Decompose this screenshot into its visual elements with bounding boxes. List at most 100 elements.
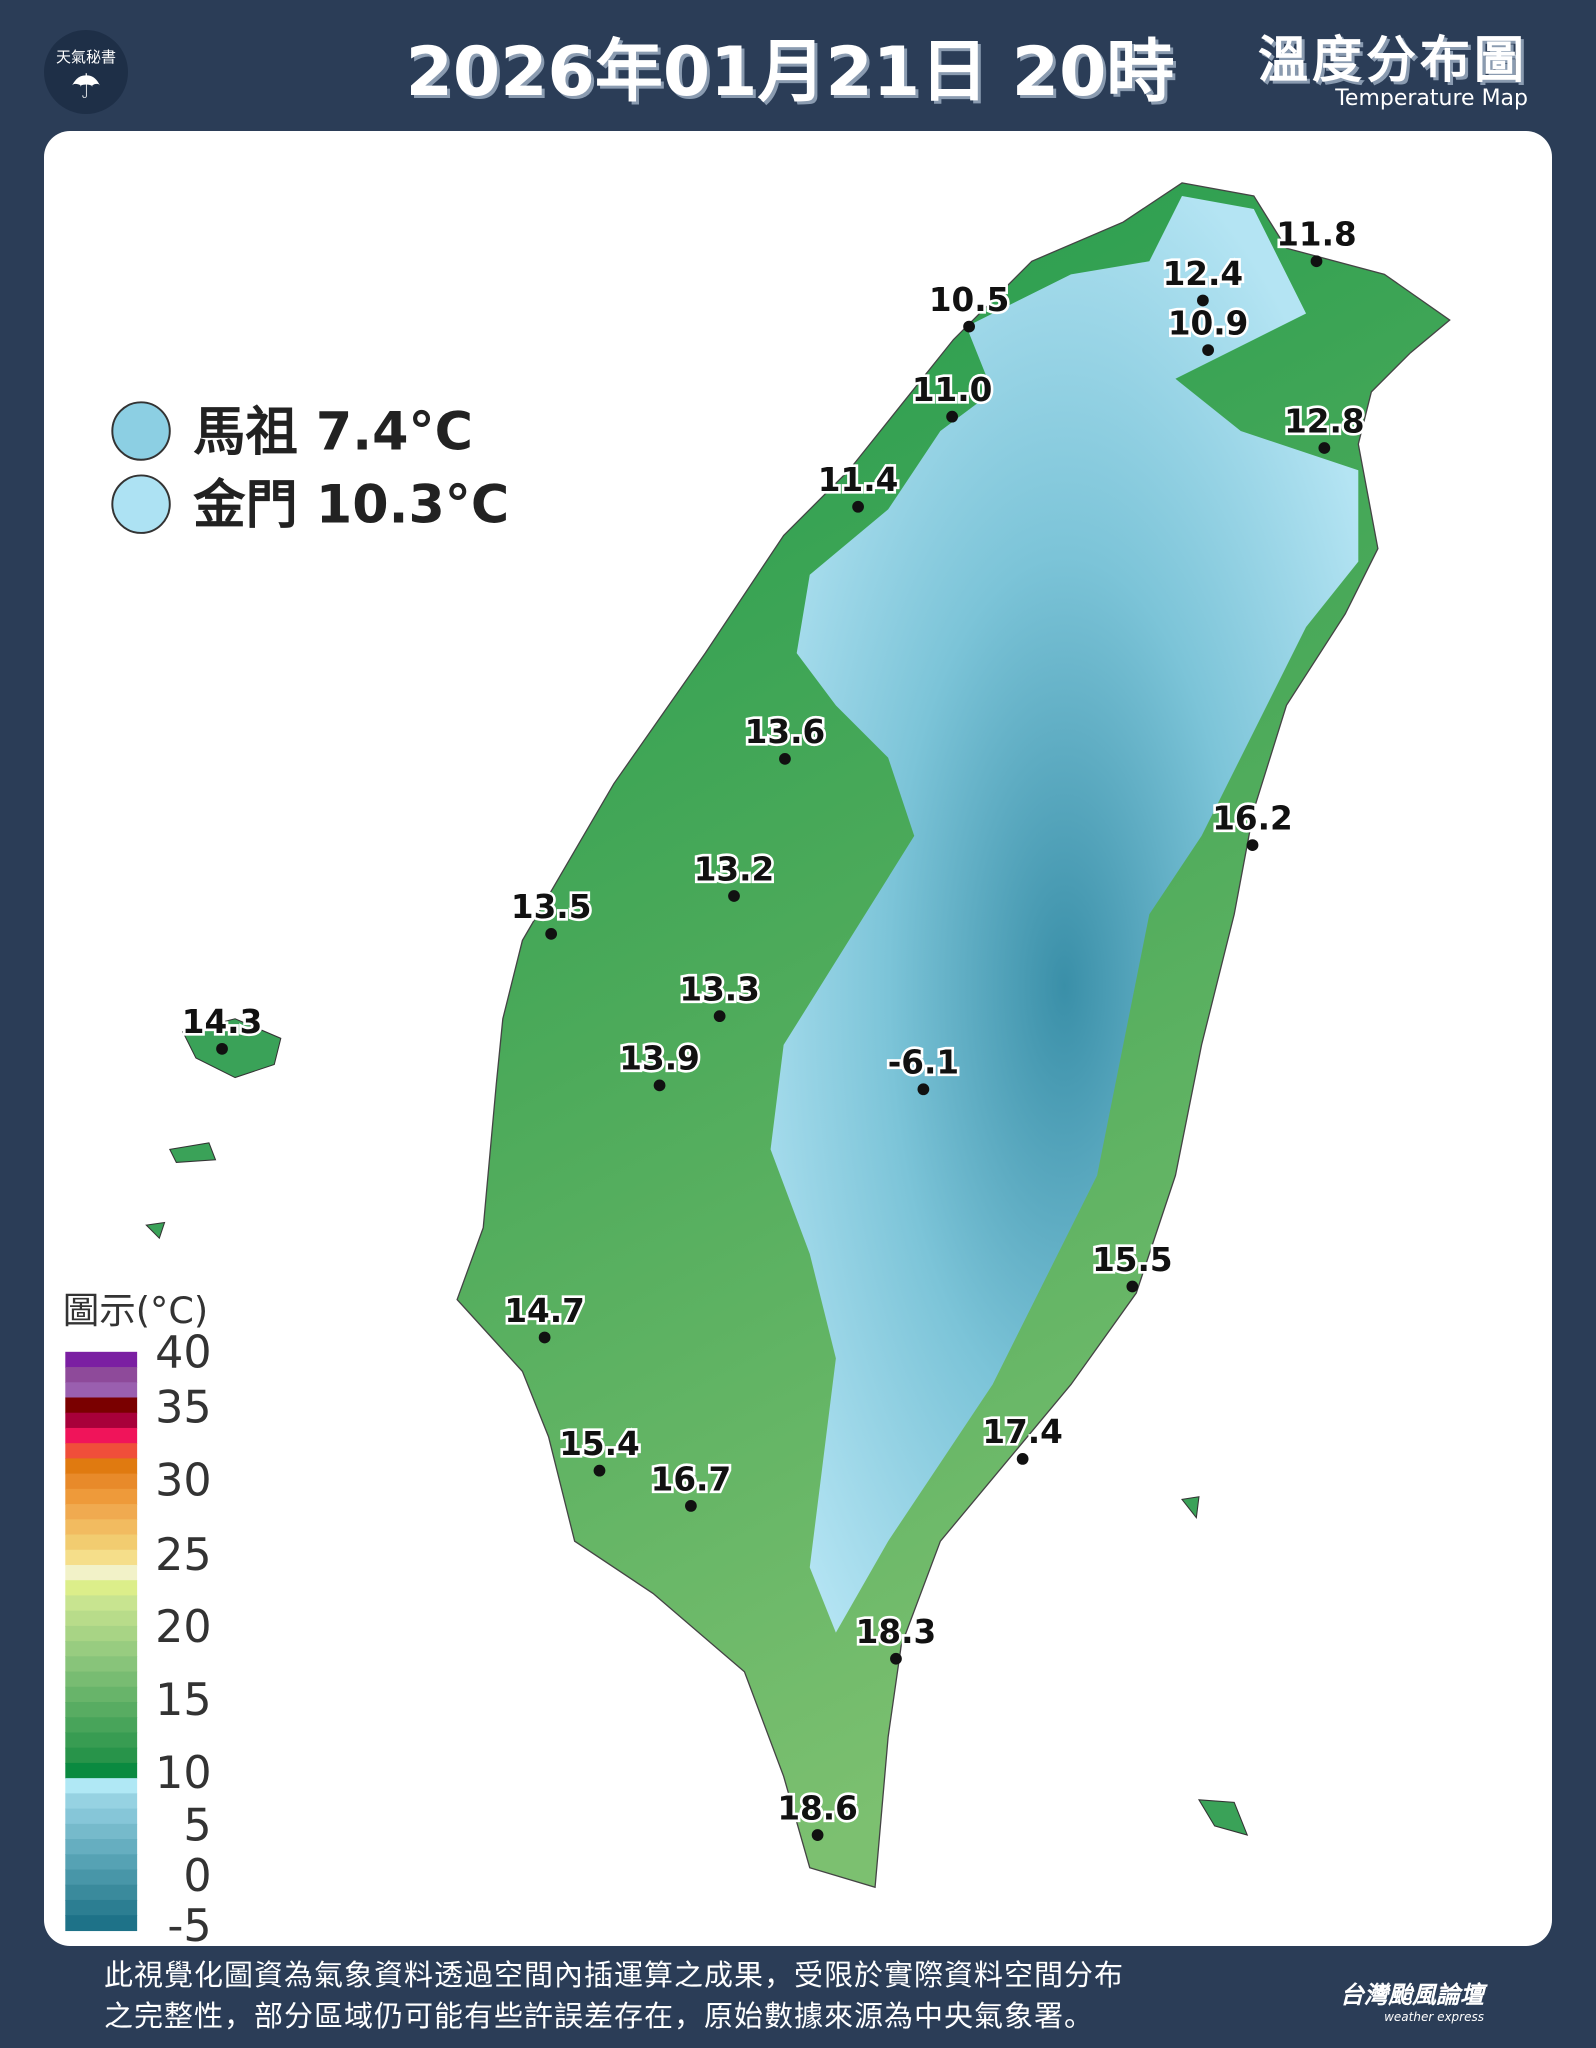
- station-marker: 16.2: [1210, 797, 1295, 851]
- legend-band: [65, 1519, 138, 1536]
- legend-tick: 40: [155, 1327, 211, 1378]
- station-temp: 18.3: [856, 1613, 937, 1651]
- station-marker: 13.9: [617, 1037, 702, 1092]
- legend-band: [65, 1488, 138, 1505]
- station-marker: 10.5: [926, 278, 1012, 333]
- station-marker: 13.5: [508, 886, 594, 940]
- station-marker: 17.4: [980, 1411, 1066, 1465]
- station-dot: [653, 1079, 666, 1092]
- station-dot: [1197, 294, 1209, 307]
- station-dot: [685, 1500, 697, 1512]
- taiwan-island: [456, 182, 1451, 1889]
- station-marker: 11.0: [909, 368, 995, 423]
- station-dot: [917, 1083, 930, 1096]
- legend-band: [65, 1869, 138, 1886]
- island-temp: 馬祖 7.4°C: [193, 402, 473, 462]
- station-dot: [946, 410, 958, 423]
- station-dot: [1202, 344, 1214, 356]
- legend-band: [65, 1656, 138, 1673]
- station-temp: 15.4: [559, 1425, 640, 1463]
- legend-band: [65, 1549, 138, 1566]
- legend-tick: 5: [183, 1800, 211, 1851]
- legend-band: [65, 1427, 138, 1444]
- legend-band: [65, 1534, 138, 1551]
- page-title: 2026年01月21日 20時: [405, 33, 1175, 112]
- station-marker: 14.7: [502, 1289, 588, 1344]
- station-temp: 16.2: [1212, 799, 1293, 837]
- station-temp: 17.4: [982, 1413, 1063, 1451]
- station-temp: 14.7: [504, 1292, 585, 1330]
- station-marker: 10.9: [1165, 302, 1251, 356]
- station-dot: [545, 928, 558, 940]
- station-dot: [852, 500, 864, 513]
- station-marker: 15.4: [557, 1422, 642, 1477]
- legend-band: [65, 1610, 138, 1627]
- station-dot: [216, 1042, 228, 1055]
- station-dot: [1310, 255, 1323, 268]
- legend-band: [65, 1747, 138, 1764]
- legend-band: [65, 1443, 138, 1460]
- station-temp: 11.8: [1276, 216, 1357, 254]
- legend-title: 圖示(°C): [63, 1289, 208, 1332]
- station-temp: 13.9: [619, 1040, 700, 1078]
- legend-tick: 0: [183, 1851, 211, 1902]
- station-dot: [538, 1331, 551, 1344]
- legend-tick: 25: [155, 1530, 211, 1581]
- station-temp: 12.4: [1163, 255, 1244, 293]
- legend-tick: 10: [155, 1748, 211, 1799]
- station-dot: [1318, 442, 1331, 454]
- legend-band: [65, 1823, 138, 1840]
- legend-band: [65, 1686, 138, 1703]
- legend-band: [65, 1625, 138, 1642]
- legend-tick: 35: [155, 1382, 211, 1433]
- station-dot: [713, 1010, 726, 1023]
- island-swatch: [111, 401, 171, 461]
- station-dot: [811, 1829, 824, 1841]
- station-dot: [728, 890, 740, 902]
- legend-band: [65, 1564, 138, 1581]
- legend-band: [65, 1762, 138, 1779]
- legend-band: [65, 1351, 138, 1368]
- station-marker: 13.3: [677, 968, 763, 1023]
- station-dot: [779, 752, 791, 765]
- legend-tick: 20: [155, 1602, 211, 1653]
- station-marker: 18.3: [853, 1610, 939, 1665]
- island-temp: 金門 10.3°C: [192, 475, 509, 535]
- station-temp: 10.9: [1168, 304, 1249, 342]
- legend-band: [65, 1397, 138, 1414]
- legend-band: [65, 1671, 138, 1688]
- station-marker: 18.6: [775, 1787, 860, 1841]
- station-marker: 12.8: [1281, 400, 1367, 454]
- legend-tick: -5: [167, 1901, 211, 1952]
- legend-band: [65, 1367, 138, 1383]
- legend-band: [65, 1580, 138, 1597]
- station-dot: [1246, 839, 1259, 851]
- station-temp: -6.1: [888, 1044, 959, 1082]
- station-temp: 12.8: [1284, 402, 1365, 440]
- legend-band: [65, 1915, 138, 1932]
- station-temp: 11.4: [818, 461, 899, 499]
- brand-logo: 台灣颱風論壇 weather express: [1340, 1981, 1484, 2024]
- legend-band: [65, 1382, 138, 1399]
- legend-band: [65, 1595, 138, 1612]
- station-marker: -6.1: [885, 1041, 962, 1096]
- station-marker: 13.2: [691, 848, 777, 902]
- station-temp: 11.0: [912, 371, 993, 409]
- station-temp: 15.5: [1092, 1241, 1173, 1279]
- umbrella-icon: ☂: [70, 67, 102, 107]
- penghu-islands: [145, 1018, 1249, 1836]
- legend-band: [65, 1732, 138, 1749]
- station-dot: [1126, 1280, 1139, 1293]
- legend-band: [65, 1458, 138, 1475]
- station-marker: 14.3: [179, 1001, 265, 1055]
- legend-band: [65, 1793, 138, 1810]
- station-marker: 16.7: [648, 1458, 734, 1512]
- station-temp: 10.5: [929, 281, 1010, 319]
- legend-band: [65, 1884, 138, 1901]
- station-marker: 15.5: [1089, 1238, 1175, 1293]
- station-marker: 11.8: [1274, 213, 1359, 268]
- station-marker: 12.4: [1160, 252, 1246, 307]
- station-dot: [963, 320, 975, 333]
- legend-band: [65, 1839, 138, 1855]
